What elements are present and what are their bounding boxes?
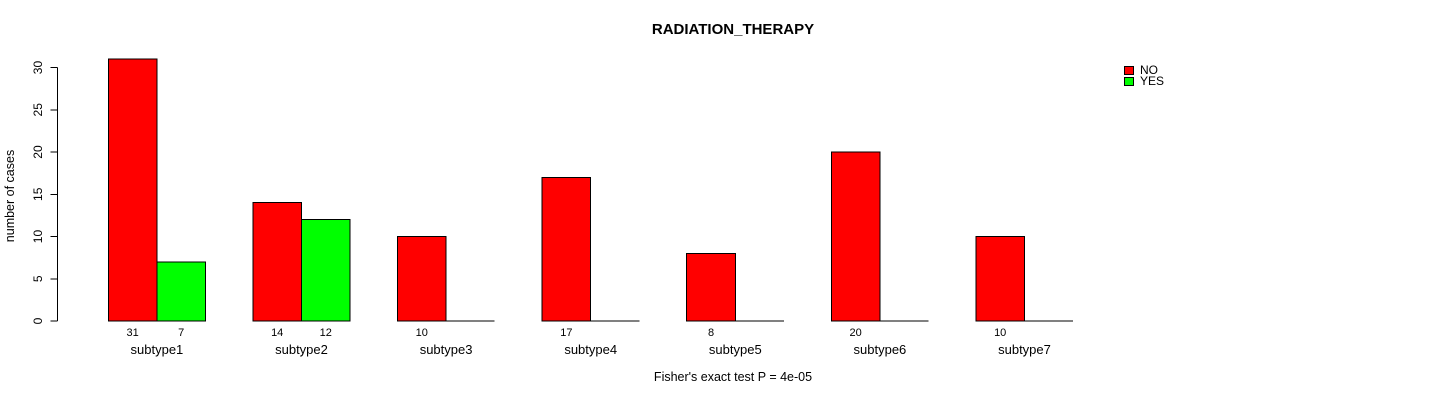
bar-yes-subtype1 (156, 261, 206, 322)
y-axis-tick-label: 30 (31, 61, 45, 75)
legend-entry-no: NO (1124, 63, 1164, 77)
legend-label-no: NO (1140, 63, 1158, 77)
bar-value-label-no-subtype1: 31 (126, 327, 138, 339)
bar-no-subtype4 (541, 176, 592, 322)
y-axis-label: number of cases (3, 149, 17, 243)
stat-annotation: Fisher's exact test P = 4e-05 (653, 370, 813, 384)
category-label-subtype7: subtype7 (998, 342, 1051, 357)
y-axis-tick-label: 5 (31, 275, 45, 282)
bar-value-label-no-subtype4: 17 (560, 327, 572, 339)
category-label-subtype4: subtype4 (564, 342, 617, 357)
bar-value-label-no-subtype2: 14 (271, 327, 283, 339)
bar-no-subtype6 (830, 151, 881, 322)
category-label-subtype1: subtype1 (131, 342, 184, 357)
chart-title: RADIATION_THERAPY (651, 21, 815, 38)
bar-value-label-no-subtype3: 10 (416, 327, 428, 339)
y-axis-tick-label: 0 (31, 317, 45, 324)
bar-no-subtype7 (975, 236, 1026, 322)
bar-no-subtype2 (252, 202, 302, 322)
legend-label-yes: YES (1140, 74, 1165, 88)
bar-no-subtype1 (107, 58, 158, 322)
legend-swatch-no-icon (1124, 66, 1134, 75)
legend-entry-yes: YES (1124, 74, 1165, 88)
bar-no-subtype5 (686, 252, 736, 322)
bar-value-label-no-subtype6: 20 (849, 327, 861, 339)
legend: NO YES (1124, 63, 1165, 88)
bar-no-subtype3 (397, 236, 447, 322)
y-axis-tick-label: 25 (31, 103, 45, 117)
category-label-subtype2: subtype2 (275, 342, 328, 357)
category-label-subtype5: subtype5 (709, 342, 762, 357)
category-label-subtype3: subtype3 (420, 342, 473, 357)
category-label-subtype6: subtype6 (854, 342, 907, 357)
y-axis-tick-label: 10 (31, 230, 45, 244)
legend-swatch-yes-icon (1124, 77, 1134, 86)
y-axis-tick-label: 15 (31, 187, 45, 201)
bar-value-label-no-subtype5: 8 (708, 327, 714, 339)
bar-value-label-yes-subtype2: 12 (320, 327, 332, 339)
y-axis-tick-label: 20 (31, 145, 45, 159)
bar-value-label-yes-subtype1: 7 (178, 327, 184, 339)
bar-value-label-no-subtype7: 10 (994, 327, 1006, 339)
bar-yes-subtype2 (301, 219, 351, 322)
